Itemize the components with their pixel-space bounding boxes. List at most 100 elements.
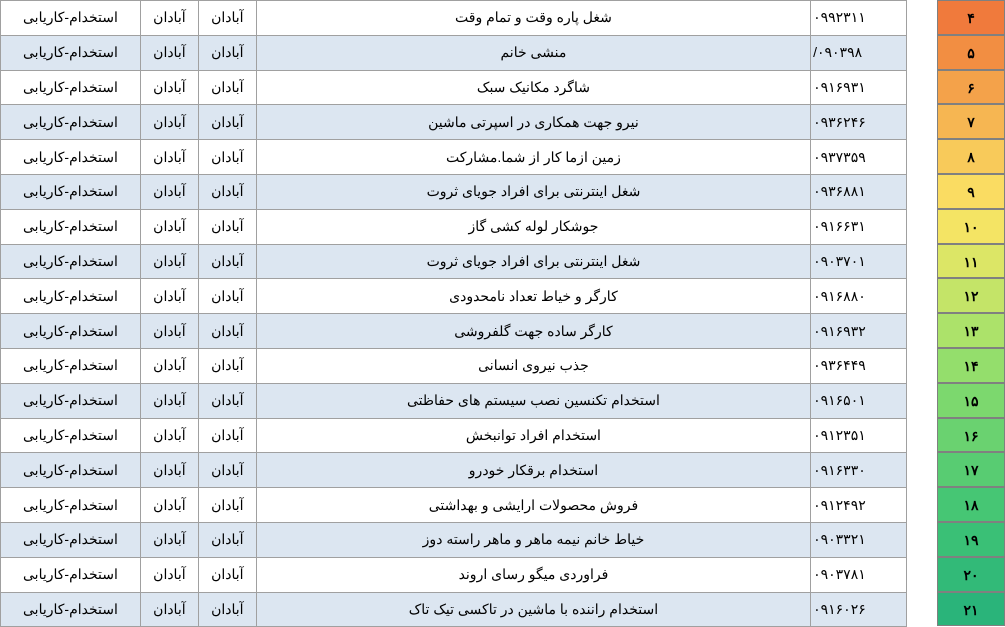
city-cell[interactable]: آبادان [140,279,198,314]
phone-cell[interactable]: ۰۹۳۶۴۴۹ [811,348,907,383]
title-cell[interactable]: جذب نیروی انسانی [256,348,810,383]
city-cell[interactable]: آبادان [140,453,198,488]
table-row[interactable]: ۰۹۱۶۹۳۱شاگرد مکانیک سبکآبادانآباداناستخد… [1,70,907,105]
row-index-cell[interactable]: ۲۱ [937,592,1005,627]
title-cell[interactable]: زمین ازما کار از شما.مشارکت [256,140,810,175]
city-cell[interactable]: آبادان [140,418,198,453]
title-cell[interactable]: منشی خانم [256,35,810,70]
row-index-cell[interactable]: ۷ [937,104,1005,139]
table-row[interactable]: ۰۹۱۶۶۳۱جوشکار لوله کشی گازآبادانآباداناس… [1,209,907,244]
title-cell[interactable]: استخدام برقکار خودرو [256,453,810,488]
city-cell[interactable]: آبادان [198,174,256,209]
title-cell[interactable]: شاگرد مکانیک سبک [256,70,810,105]
row-index-cell[interactable]: ۴ [937,0,1005,35]
city-cell[interactable]: آبادان [140,244,198,279]
title-cell[interactable]: فراوردی میگو رسای اروند [256,557,810,592]
category-cell[interactable]: استخدام-کاریابی [1,70,141,105]
city-cell[interactable]: آبادان [198,70,256,105]
city-cell[interactable]: آبادان [140,592,198,627]
city-cell[interactable]: آبادان [198,1,256,36]
row-index-cell[interactable]: ۱۰ [937,209,1005,244]
phone-cell[interactable]: ۰۹۱۶۹۳۱ [811,70,907,105]
table-row[interactable]: ۰۹۱۲۴۹۲فروش محصولات ارایشی و بهداشتیآباد… [1,488,907,523]
category-cell[interactable]: استخدام-کاریابی [1,105,141,140]
table-row[interactable]: ۰۹۱۶۵۰۱استخدام تکنسین نصب سیستم های حفاظ… [1,383,907,418]
phone-cell[interactable]: ۰۹۰۳۷۰۱ [811,244,907,279]
title-cell[interactable]: جوشکار لوله کشی گاز [256,209,810,244]
table-row[interactable]: ۰۹۰۳۷۰۱شغل اینترنتی برای افراد جویای ثرو… [1,244,907,279]
phone-cell[interactable]: ۰۹۰۳۷۸۱ [811,557,907,592]
row-index-cell[interactable]: ۱۷ [937,452,1005,487]
city-cell[interactable]: آبادان [140,140,198,175]
table-row[interactable]: ۰۹۹۲۳۱۱شغل پاره وقت و تمام وقتآبادانآباد… [1,1,907,36]
table-row[interactable]: ۰۹۱۶۰۲۶استخدام راننده با ماشین در تاکسی … [1,592,907,627]
category-cell[interactable]: استخدام-کاریابی [1,453,141,488]
table-row[interactable]: ۰۹۳۷۳۵۹زمین ازما کار از شما.مشارکتآبادان… [1,140,907,175]
title-cell[interactable]: شغل پاره وقت و تمام وقت [256,1,810,36]
phone-cell[interactable]: ۰۹۹۲۳۱۱ [811,1,907,36]
row-index-cell[interactable]: ۱۹ [937,522,1005,557]
phone-cell[interactable]: ۰۹۱۲۳۵۱ [811,418,907,453]
title-cell[interactable]: استخدام افراد توانبخش [256,418,810,453]
phone-cell[interactable]: ۰۹۱۶۶۳۱ [811,209,907,244]
phone-cell[interactable]: ۰۹۳۶۸۸۱ [811,174,907,209]
title-cell[interactable]: استخدام تکنسین نصب سیستم های حفاظتی [256,383,810,418]
phone-cell[interactable]: ۰۹۳۷۳۵۹ [811,140,907,175]
city-cell[interactable]: آبادان [140,105,198,140]
category-cell[interactable]: استخدام-کاریابی [1,557,141,592]
category-cell[interactable]: استخدام-کاریابی [1,348,141,383]
city-cell[interactable]: آبادان [198,488,256,523]
category-cell[interactable]: استخدام-کاریابی [1,1,141,36]
city-cell[interactable]: آبادان [140,522,198,557]
phone-cell[interactable]: ۰۹۱۶۰۲۶ [811,592,907,627]
table-row[interactable]: ۰۹۰۳۳۲۱خیاط خانم نیمه ماهر و ماهر راسته … [1,522,907,557]
row-index-cell[interactable]: ۶ [937,70,1005,105]
row-index-cell[interactable]: ۲۰ [937,557,1005,592]
city-cell[interactable]: آبادان [198,244,256,279]
row-index-cell[interactable]: ۹ [937,174,1005,209]
city-cell[interactable]: آبادان [198,348,256,383]
category-cell[interactable]: استخدام-کاریابی [1,418,141,453]
table-row[interactable]: ۰۹۱۶۹۳۲کارگر ساده جهت گلفروشیآبادانآبادا… [1,314,907,349]
table-row[interactable]: ۰۹۰۳۹۸/منشی خانمآبادانآباداناستخدام-کاری… [1,35,907,70]
row-index-cell[interactable]: ۱۶ [937,418,1005,453]
city-cell[interactable]: آبادان [140,348,198,383]
row-index-cell[interactable]: ۱۸ [937,487,1005,522]
city-cell[interactable]: آبادان [140,174,198,209]
city-cell[interactable]: آبادان [198,279,256,314]
city-cell[interactable]: آبادان [198,522,256,557]
table-row[interactable]: ۰۹۳۶۲۴۶نیرو جهت همکاری در اسپرتی ماشینآب… [1,105,907,140]
category-cell[interactable]: استخدام-کاریابی [1,314,141,349]
category-cell[interactable]: استخدام-کاریابی [1,244,141,279]
category-cell[interactable]: استخدام-کاریابی [1,140,141,175]
city-cell[interactable]: آبادان [198,35,256,70]
city-cell[interactable]: آبادان [140,314,198,349]
city-cell[interactable]: آبادان [198,592,256,627]
row-index-cell[interactable]: ۱۴ [937,348,1005,383]
table-row[interactable]: ۰۹۱۲۳۵۱استخدام افراد توانبخشآبادانآبادان… [1,418,907,453]
category-cell[interactable]: استخدام-کاریابی [1,592,141,627]
row-index-cell[interactable]: ۱۳ [937,313,1005,348]
city-cell[interactable]: آبادان [198,105,256,140]
table-row[interactable]: ۰۹۱۶۸۸۰کارگر و خیاط تعداد نامحدودیآبادان… [1,279,907,314]
phone-cell[interactable]: ۰۹۱۲۴۹۲ [811,488,907,523]
phone-cell[interactable]: ۰۹۱۶۸۸۰ [811,279,907,314]
phone-cell[interactable]: ۰۹۱۶۹۳۲ [811,314,907,349]
category-cell[interactable]: استخدام-کاریابی [1,174,141,209]
city-cell[interactable]: آبادان [198,557,256,592]
city-cell[interactable]: آبادان [198,140,256,175]
category-cell[interactable]: استخدام-کاریابی [1,488,141,523]
phone-cell[interactable]: ۰۹۰۳۹۸/ [811,35,907,70]
city-cell[interactable]: آبادان [198,314,256,349]
title-cell[interactable]: نیرو جهت همکاری در اسپرتی ماشین [256,105,810,140]
row-index-cell[interactable]: ۱۵ [937,383,1005,418]
table-row[interactable]: ۰۹۳۶۸۸۱شغل اینترنتی برای افراد جویای ثرو… [1,174,907,209]
city-cell[interactable]: آبادان [198,453,256,488]
city-cell[interactable]: آبادان [140,557,198,592]
phone-cell[interactable]: ۰۹۳۶۲۴۶ [811,105,907,140]
row-index-cell[interactable]: ۱۲ [937,278,1005,313]
city-cell[interactable]: آبادان [198,383,256,418]
table-row[interactable]: ۰۹۳۶۴۴۹جذب نیروی انسانیآبادانآباداناستخد… [1,348,907,383]
category-cell[interactable]: استخدام-کاریابی [1,383,141,418]
phone-cell[interactable]: ۰۹۰۳۳۲۱ [811,522,907,557]
